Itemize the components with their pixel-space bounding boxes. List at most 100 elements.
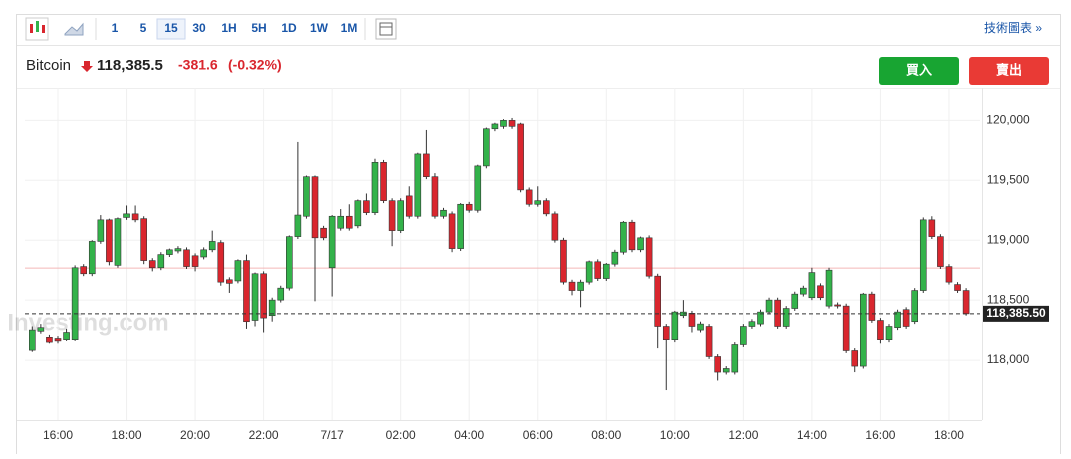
candle-body [328,215,336,269]
candle-body [97,219,105,242]
candle-body [71,267,79,340]
icon-candle [36,21,39,32]
candle-body [525,189,533,205]
interval[interactable]: 1M [341,21,358,35]
candle-body [825,269,833,307]
candle-body [380,162,387,201]
asset-name: Bitcoin [26,57,71,74]
candle-body [911,290,919,323]
candle-body [243,260,250,323]
interval[interactable]: 1W [310,21,329,35]
interval[interactable]: 5H [251,21,266,35]
candle-body [654,275,661,327]
frame [16,14,1061,459]
candle-body [782,308,790,327]
interval-active[interactable] [156,18,186,40]
candle-body [748,321,756,327]
buy-button[interactable] [879,57,959,85]
candle-body [731,344,739,373]
candle-body [46,336,53,343]
interval[interactable]: 1 [112,21,119,35]
candle-body [217,242,225,283]
interval[interactable]: 1D [281,21,297,35]
candle-body [106,219,113,263]
candle-icon[interactable] [25,17,49,41]
candle-body [37,327,45,332]
area-icon[interactable] [64,22,84,36]
buy-label[interactable]: 買入 [906,62,932,77]
x-tick-label: 08:00 [591,428,621,442]
x-tick-label: 20:00 [180,428,210,442]
candle-body [208,241,216,251]
candle-body [877,320,884,340]
candle-body [251,273,259,321]
y-tick-label: 120,000 [986,113,1030,127]
candle-body [354,200,362,227]
candle-body [148,260,156,269]
candle-body [123,213,130,218]
x-tick-label: 06:00 [523,428,553,442]
candle-body [894,311,901,329]
sell-button[interactable] [969,57,1049,85]
candle-body [345,215,353,229]
candle-body [577,281,584,291]
candle-body [414,153,422,217]
candle-body [405,195,413,217]
price: 118,385.5 [97,57,163,74]
candle-body [440,209,447,217]
sell-label[interactable]: 賣出 [996,62,1022,77]
interval[interactable]: 5 [140,21,147,35]
interval[interactable]: 1H [221,21,236,35]
candle-body [817,285,824,299]
candle-body [174,248,182,252]
candle-body [834,304,841,307]
candle-body [183,249,190,267]
icon-table [379,22,393,36]
candle-body [662,326,670,340]
interval[interactable]: 15 [164,21,178,35]
candle-body [268,299,276,317]
candle-body [337,215,345,229]
candle-body [534,200,542,205]
candle-body [937,236,944,267]
candle-body [620,221,627,253]
x-tick-label: 10:00 [660,428,690,442]
candle-body [791,293,799,309]
candle-body [63,332,70,340]
candle-body [448,213,456,249]
x-tick-label: 12:00 [728,428,758,442]
candle-body [868,293,876,321]
candle-body [842,305,850,351]
interval[interactable]: 30 [192,21,206,35]
icon-candle [42,25,45,33]
candle-body [740,326,747,345]
icon-box[interactable] [375,18,397,40]
change: -381.6 [178,57,218,73]
icon-candle [30,24,33,33]
candle-body [491,123,499,130]
candle-body [851,350,859,367]
candle-body [140,218,147,261]
x-tick-label: 18:00 [934,428,964,442]
candle-body [260,273,267,319]
candle-body [303,176,310,217]
candle-body [286,236,293,289]
candle-body [80,266,88,275]
candle-body [457,203,464,249]
candle-body [671,311,679,340]
last-price-label: 118,385.50 [986,306,1046,320]
candle-body [234,260,242,282]
y-tick-label: 119,500 [987,172,1030,186]
candle-body [277,287,285,301]
candle-body [483,128,490,167]
table-icon[interactable] [375,18,397,40]
candle-body [602,263,610,279]
candle-body [611,251,619,265]
candle-body [765,299,773,313]
x-tick-label: 22:00 [249,428,279,442]
x-tick-label: 16:00 [865,428,895,442]
candle-body [885,326,893,340]
candle-body [431,176,439,217]
technical-link[interactable]: 技術圖表 » [984,21,1042,35]
